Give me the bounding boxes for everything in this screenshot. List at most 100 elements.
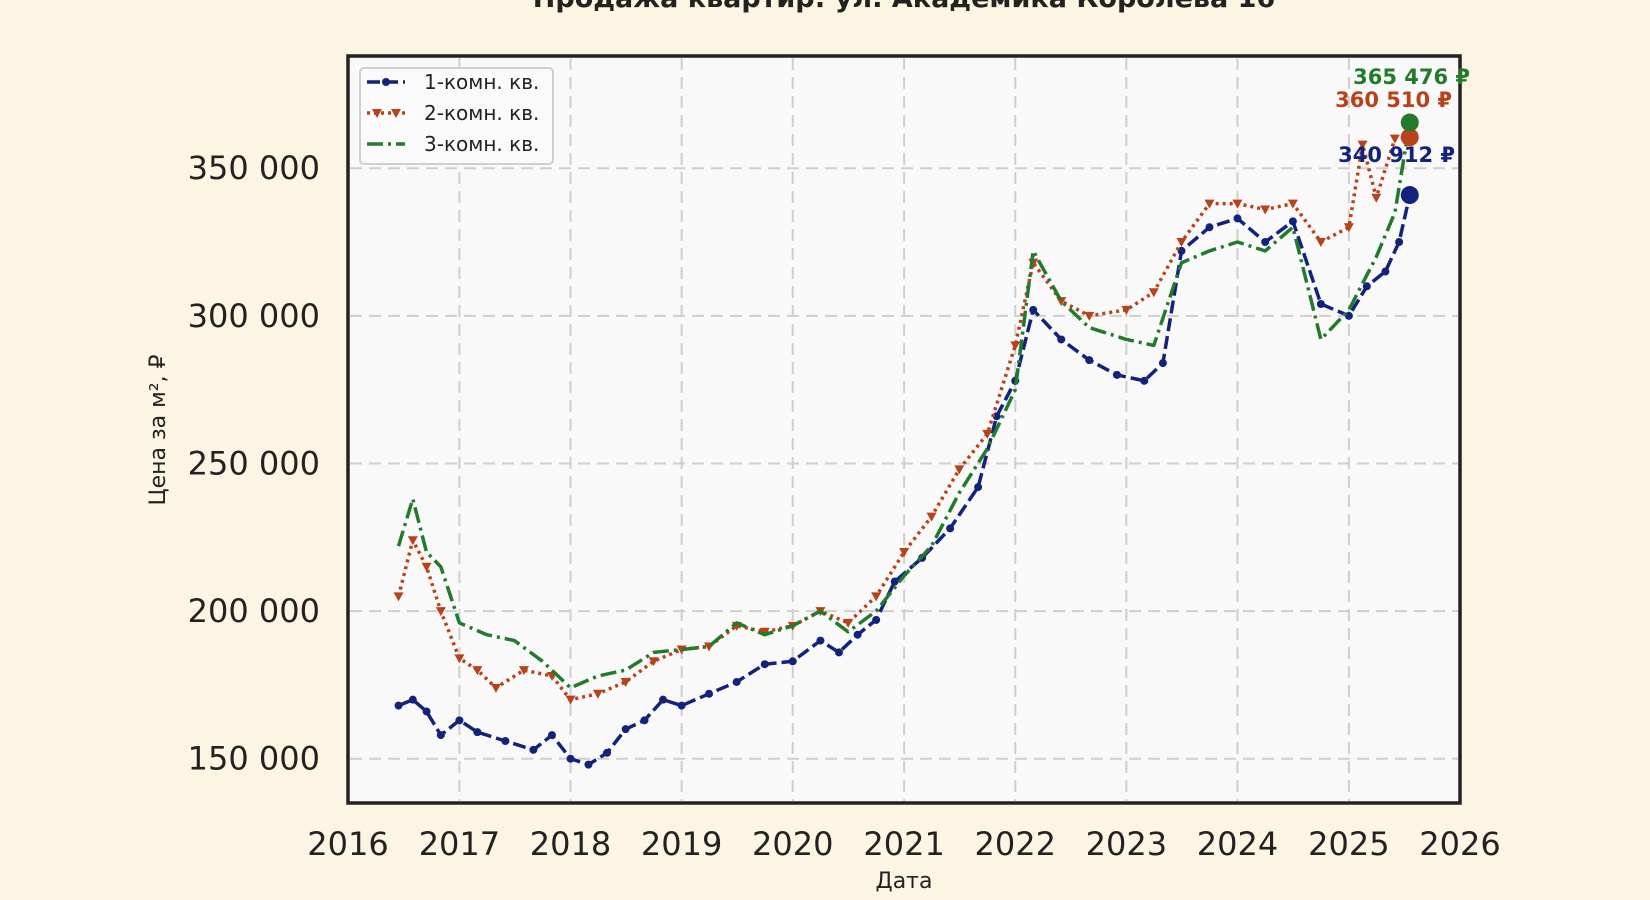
series-1-marker — [816, 636, 825, 645]
series-2-marker — [1176, 238, 1187, 248]
series-1-marker — [394, 701, 403, 710]
series-line-3 — [396, 122, 1412, 690]
series-2-marker — [954, 465, 965, 475]
series-1-marker — [1057, 335, 1066, 344]
series-2-marker — [1010, 341, 1021, 351]
series-2-marker — [982, 429, 993, 439]
grid-lines — [350, 58, 1458, 801]
series-1-marker — [621, 725, 630, 734]
x-axis-ticks: 2016 2017 2018 2019 2020 2021 2022 2023 2024 2025… — [307, 825, 1500, 863]
series-1-marker — [992, 412, 1001, 421]
series-2-marker — [648, 657, 659, 667]
series-1-marker — [408, 695, 417, 704]
x-tick-label: 2021 — [863, 825, 944, 863]
series-1-marker — [1395, 238, 1404, 247]
y-tick-label: 250 000 — [188, 444, 320, 482]
series-1-marker — [501, 736, 510, 745]
series-1-marker — [890, 577, 899, 586]
series-2-marker — [1389, 134, 1400, 144]
series-1-marker — [547, 731, 556, 740]
y-tick-label: 150 000 — [188, 740, 320, 778]
series-2-marker — [843, 618, 854, 628]
series-2-marker — [1260, 205, 1271, 215]
series-1-marker — [872, 615, 881, 624]
series-2-marker — [472, 666, 483, 676]
series-1-marker — [659, 695, 668, 704]
series-2-marker — [1357, 140, 1368, 150]
series-line-2 — [396, 135, 1410, 702]
end-labels: 340 912 ₽ 360 510 ₽365 476 ₽ — [1335, 65, 1470, 205]
series-1-marker — [584, 760, 593, 769]
series-2-marker — [1121, 305, 1132, 315]
series-1-marker — [1085, 356, 1094, 365]
series-1-marker — [732, 677, 741, 686]
legend-swatch-marker — [382, 78, 390, 86]
series-1-marker — [974, 483, 983, 492]
y-axis-ticks: 150 000 200 000 250 000 300 000 350 000 — [188, 149, 320, 778]
x-tick-label: 2019 — [641, 825, 722, 863]
series-2-marker — [871, 592, 882, 602]
legend-box — [359, 67, 554, 165]
series-2-marker — [592, 689, 603, 699]
series-1-marker — [1233, 214, 1242, 223]
series-2-marker — [393, 592, 404, 602]
series-1-end-dot — [1400, 186, 1419, 205]
series-1-marker — [455, 716, 464, 725]
series-2-marker — [1315, 238, 1326, 248]
series-2-marker — [1287, 199, 1298, 209]
series-1-marker — [603, 748, 612, 757]
series-1-marker — [422, 707, 431, 716]
x-tick-label: 2024 — [1197, 825, 1278, 863]
series-2-marker — [1343, 223, 1354, 233]
legend-entry-label: 1-комн. кв. — [424, 70, 539, 94]
series-1-marker — [1029, 305, 1038, 314]
y-tick-label: 350 000 — [188, 149, 320, 187]
series-2-marker — [899, 548, 910, 558]
series-2-marker — [1084, 311, 1095, 321]
series-1-marker — [705, 689, 714, 698]
series-2-marker — [1148, 288, 1159, 298]
series-1-marker — [760, 660, 769, 669]
series-1-marker — [946, 524, 955, 533]
series-1-marker — [835, 648, 844, 657]
x-tick-label: 2020 — [752, 825, 833, 863]
legend: 1-комн. кв. 2-комн. кв. 3-комн. кв. — [359, 67, 554, 165]
series-1-marker — [1288, 217, 1297, 226]
x-tick-label: 2018 — [530, 825, 611, 863]
series-2-marker — [454, 654, 465, 664]
y-axis-label: Цена за м², ₽ — [146, 354, 171, 505]
series-2-end-dot — [1400, 128, 1419, 147]
x-tick-label: 2025 — [1308, 825, 1389, 863]
series-1-marker — [1344, 311, 1353, 320]
x-tick-label: 2023 — [1086, 825, 1167, 863]
x-tick-label: 2026 — [1419, 825, 1500, 863]
y-tick-label: 200 000 — [188, 592, 320, 630]
series-1-marker — [436, 731, 445, 740]
y-tick-label: 300 000 — [188, 297, 320, 335]
series-1-end-label: 340 912 ₽ — [1338, 143, 1455, 167]
legend-entry-label: 2-комн. кв. — [424, 101, 539, 125]
series-3-end-dot — [1400, 113, 1419, 132]
x-tick-label: 2016 — [307, 825, 388, 863]
series-1-marker — [677, 701, 686, 710]
series-1-marker — [566, 754, 575, 763]
series-1-marker — [1316, 300, 1325, 309]
x-tick-label: 2017 — [419, 825, 500, 863]
series-2-marker — [759, 627, 770, 637]
series-1-marker — [1205, 223, 1214, 232]
series-1-marker — [1158, 359, 1167, 368]
series-2-marker — [518, 666, 529, 676]
series-1-marker — [788, 657, 797, 666]
series-3-end-label: 365 476 ₽ — [1353, 65, 1470, 89]
series-2-marker — [421, 562, 432, 572]
series-1-marker — [1261, 238, 1270, 247]
legend-entry-label: 3-комн. кв. — [424, 132, 539, 156]
series-2-marker — [1204, 199, 1215, 209]
series-2-marker — [407, 536, 418, 546]
x-tick-label: 2022 — [975, 825, 1056, 863]
series-1-marker — [1381, 267, 1390, 276]
chart-title: Продажа квартир: ул. Академика Королева … — [533, 0, 1275, 14]
x-axis-label: Дата — [876, 869, 933, 894]
series-1-marker — [1140, 376, 1149, 385]
